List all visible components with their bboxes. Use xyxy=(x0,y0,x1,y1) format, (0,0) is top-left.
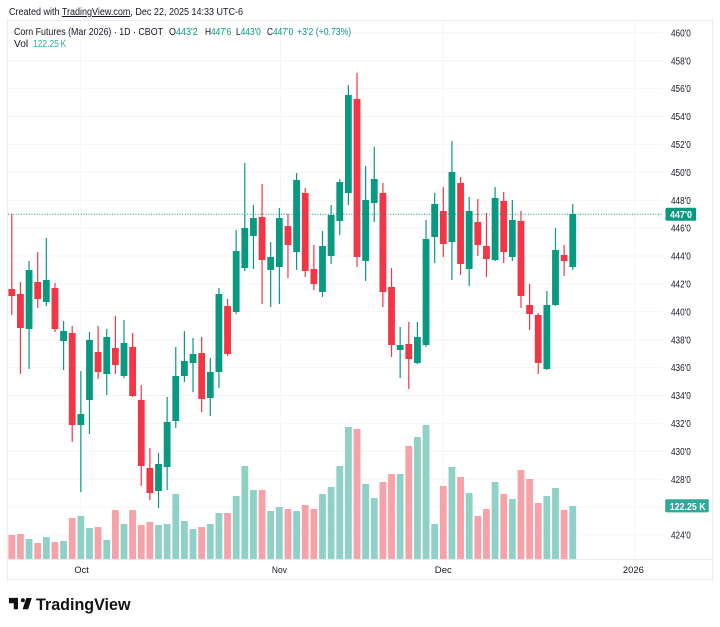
svg-text:2026: 2026 xyxy=(623,565,644,576)
svg-text:Dec: Dec xyxy=(435,565,452,576)
svg-text:442'0: 442'0 xyxy=(671,280,691,291)
svg-text:444'0: 444'0 xyxy=(671,252,691,263)
svg-text:428'0: 428'0 xyxy=(671,475,691,486)
svg-text:424'0: 424'0 xyxy=(671,531,691,542)
svg-text:448'0: 448'0 xyxy=(671,196,691,207)
svg-text:460'0: 460'0 xyxy=(671,28,691,39)
svg-text:454'0: 454'0 xyxy=(671,112,691,123)
svg-text:458'0: 458'0 xyxy=(671,56,691,67)
svg-text:Oct: Oct xyxy=(74,565,89,576)
svg-text:432'0: 432'0 xyxy=(671,419,691,430)
svg-text:Nov: Nov xyxy=(272,565,287,576)
svg-text:446'0: 446'0 xyxy=(671,224,691,235)
svg-text:122.25 K: 122.25 K xyxy=(670,502,706,513)
svg-text:450'0: 450'0 xyxy=(671,168,691,179)
svg-text:452'0: 452'0 xyxy=(671,140,691,151)
svg-text:440'0: 440'0 xyxy=(671,307,691,318)
svg-text:456'0: 456'0 xyxy=(671,84,691,95)
svg-text:436'0: 436'0 xyxy=(671,363,691,374)
svg-text:430'0: 430'0 xyxy=(671,447,691,458)
svg-text:434'0: 434'0 xyxy=(671,391,691,402)
svg-text:438'0: 438'0 xyxy=(671,335,691,346)
svg-text:447'0: 447'0 xyxy=(670,210,692,221)
